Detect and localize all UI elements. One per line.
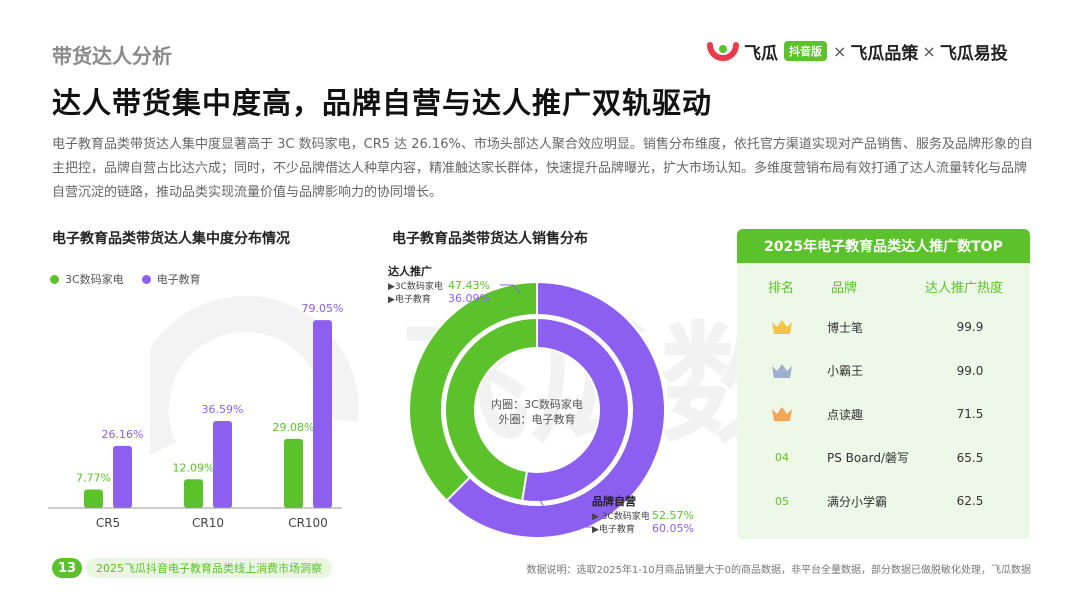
gold-crown-icon: [772, 320, 792, 334]
callout-heading: 品牌自营: [592, 494, 636, 508]
page-title: 达人带货集中度高，品牌自营与达人推广双轨驱动: [52, 86, 713, 120]
legend-label: 电子教育: [156, 273, 201, 286]
legend-dot: [141, 274, 151, 284]
donut-center-text: 内圈：3C数码家电: [491, 397, 583, 411]
bar: [213, 421, 232, 508]
bar-value-label: 26.16%: [102, 428, 144, 441]
bar-chart-title: 电子教育品类带货达人集中度分布情况: [52, 231, 290, 247]
score-cell: 62.5: [956, 494, 984, 508]
bar: [313, 320, 332, 508]
callout-name: ▶电子教育: [388, 293, 431, 305]
brand-yitou: 飞瓜易投: [939, 43, 1008, 64]
column-header-brand: 品牌: [831, 281, 858, 296]
bar-value-label: 36.59%: [202, 403, 244, 416]
top-brands-table: 2025年电子教育品类达人推广数TOP 排名 品牌 达人推广热度 博士笔 99.9…: [737, 229, 1030, 539]
brand-cell: PS Board/磐写: [827, 451, 909, 465]
callout-value: 52.57%: [652, 509, 694, 522]
bar-chart-legend: 3C数码家电 电子教育: [50, 271, 201, 287]
table-row: 博士笔 99.9: [737, 307, 1030, 347]
callout-line: [539, 499, 592, 528]
score-cell: 71.5: [956, 407, 984, 421]
score-cell: 99.9: [956, 320, 984, 334]
callout-name: ▶3C数码家电: [388, 280, 443, 292]
bar-chart: 7.77% 26.16% CR5 12.09% 36.59% CR10 29.08% 79.0…: [48, 302, 344, 530]
brand-badge: 抖音版: [784, 41, 827, 61]
donut-slice: [408, 280, 538, 503]
donut-chart-title: 电子教育品类带货达人销售分布: [392, 231, 588, 247]
bar-value-label: 7.77%: [76, 472, 111, 485]
brand-cell: 博士笔: [827, 320, 864, 335]
report-name: 2025飞瓜抖音电子教育品类线上消费市场洞察: [86, 558, 332, 578]
score-cell: 99.0: [956, 363, 984, 378]
bronze-crown-icon: [772, 407, 792, 421]
callout-value: 47.43%: [448, 279, 490, 292]
callout-line: [500, 284, 521, 294]
table-row: 04 PS Board/磐写 65.5: [737, 438, 1030, 478]
callout-heading: 达人推广: [388, 264, 432, 278]
legend-dot: [50, 274, 59, 284]
table-row: 小霸王 99.0: [737, 351, 1030, 391]
donut-slice: [521, 316, 630, 503]
donut-center-text: 外圈：电子教育: [499, 412, 576, 426]
brand-feigua: 飞瓜: [744, 43, 778, 64]
rank-cell: [769, 351, 795, 391]
data-note: 数据说明：选取2025年1-10月商品销量大于0的商品数据，非平台全量数据，部分…: [526, 565, 1031, 576]
score-cell: 65.5: [956, 450, 984, 465]
bar: [113, 445, 132, 508]
silver-crown-icon: [772, 363, 792, 378]
callout-value: 60.05%: [652, 522, 694, 535]
rank-cell: 04: [775, 451, 789, 464]
bar: [284, 438, 303, 508]
callout-name: ▶电子教育: [592, 523, 635, 535]
bar-value-label: 12.09%: [173, 461, 215, 474]
bar-value-label: 29.08%: [273, 421, 315, 434]
intro-paragraph: 电子教育品类带货达人集中度显著高于 3C 数码家电，CR5 达 26.16%、市…: [52, 137, 1033, 200]
x-tick-label: CR10: [192, 516, 224, 530]
legend-label: 3C数码家电: [65, 273, 124, 286]
times-sign: ×: [833, 41, 847, 61]
column-header-rank: 排名: [768, 281, 795, 296]
legend-item: 电子教育: [141, 271, 201, 287]
x-tick-label: CR5: [96, 516, 120, 530]
page-number: 13: [52, 558, 82, 578]
x-tick-label: CR100: [288, 516, 328, 530]
section-label: 带货达人分析: [52, 44, 172, 68]
donut-slice: [444, 316, 538, 502]
donut-slice: [445, 280, 666, 539]
brand-cell: 满分小学霸: [827, 494, 888, 509]
rank-cell: [769, 394, 795, 434]
callout-value: 36.09%: [448, 292, 490, 305]
brand-pince: 飞瓜品策: [850, 43, 919, 64]
table-row: 点读趣 71.5: [737, 394, 1030, 434]
times-sign: ×: [922, 41, 936, 61]
rank-cell: [769, 307, 795, 347]
callout-name: ▶ 3C数码家电: [592, 510, 650, 522]
bar: [84, 489, 103, 508]
bar-value-label: 79.05%: [302, 302, 344, 315]
bar: [184, 479, 203, 508]
column-header-score: 达人推广热度: [925, 281, 1004, 296]
table-title: 2025年电子教育品类达人推广数TOP: [737, 229, 1030, 263]
feigua-logo-icon: [707, 42, 739, 61]
brand-cell: 小霸王: [827, 364, 864, 378]
legend-item: 3C数码家电: [50, 271, 124, 287]
table-row: 05 满分小学霸 62.5: [737, 481, 1030, 521]
brand-cell: 点读趣: [827, 407, 864, 422]
brand-logos: 飞瓜 抖音版 × 飞瓜品策 × 飞瓜易投: [706, 36, 1008, 66]
table-header-row: 排名 品牌 达人推广热度: [737, 277, 1030, 297]
rank-cell: 05: [775, 494, 789, 508]
